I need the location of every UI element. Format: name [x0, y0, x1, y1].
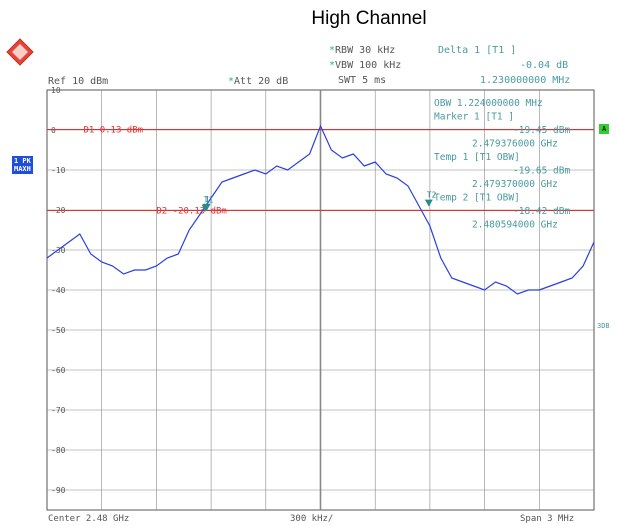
marker-panel-row: -19.65 dBm — [513, 166, 570, 177]
y-tick-label: -40 — [51, 286, 66, 295]
y-tick-label: -80 — [51, 446, 66, 455]
marker-tag: T1 — [204, 196, 214, 205]
marker-panel-row: 2.479376000 GHz — [472, 139, 558, 150]
footer-center: Center 2.48 GHz — [48, 514, 129, 524]
marker-panel-row: OBW 1.224000000 MHz — [434, 98, 543, 109]
marker-panel-row: Temp 1 [T1 OBW] — [434, 152, 520, 163]
y-tick-label: -50 — [51, 326, 66, 335]
y-tick-label: 0 — [51, 126, 56, 135]
y-tick-label: -90 — [51, 486, 66, 495]
marker-panel-row: Temp 2 [T1 OBW] — [434, 193, 520, 204]
marker-panel-row: 2.479370000 GHz — [472, 179, 558, 190]
footer-span: Span 3 MHz — [520, 514, 574, 524]
footer-div: 300 kHz/ — [290, 514, 333, 524]
y-tick-label: -10 — [51, 166, 66, 175]
display-line-label: D2 -20.13 dBm — [156, 207, 226, 217]
y-tick-label: -60 — [51, 366, 66, 375]
marker-panel-row: 2.480594000 GHz — [472, 220, 558, 231]
marker-panel-row: -19.45 dBm — [513, 125, 570, 136]
y-tick-label: 10 — [51, 86, 61, 95]
y-tick-label: -70 — [51, 406, 66, 415]
display-line-label: D1 0.13 dBm — [83, 125, 143, 135]
marker-panel-row: -18.42 dBm — [513, 206, 570, 217]
marker-panel-row: Marker 1 [T1 ] — [434, 112, 514, 123]
